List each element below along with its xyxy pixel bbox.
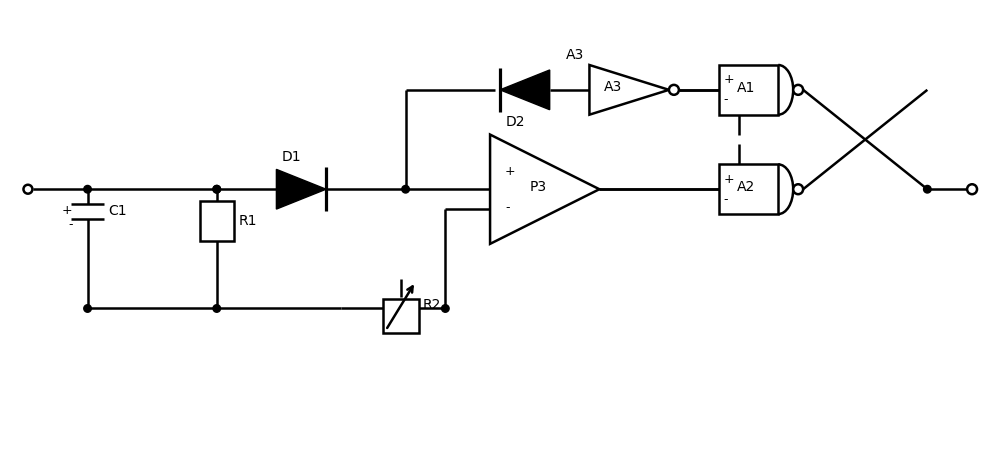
Text: A1: A1	[737, 81, 755, 95]
Text: +: +	[62, 204, 73, 217]
Circle shape	[793, 184, 803, 194]
Polygon shape	[490, 135, 599, 244]
Text: -: -	[724, 93, 728, 106]
Bar	[200, 201, 234, 241]
Text: R1: R1	[239, 214, 257, 228]
Circle shape	[402, 185, 409, 193]
Circle shape	[924, 185, 931, 193]
Circle shape	[213, 305, 221, 312]
Text: A3: A3	[565, 48, 584, 62]
Text: R2: R2	[422, 299, 441, 313]
Bar	[383, 299, 419, 333]
Text: C1: C1	[108, 204, 127, 218]
Text: A2: A2	[737, 180, 755, 194]
Circle shape	[23, 185, 32, 194]
Circle shape	[442, 305, 449, 312]
Circle shape	[213, 185, 221, 193]
Text: +: +	[724, 173, 734, 186]
Circle shape	[84, 185, 91, 193]
Polygon shape	[589, 65, 669, 114]
Text: -: -	[68, 219, 73, 232]
Circle shape	[84, 305, 91, 312]
Text: -: -	[724, 193, 728, 206]
Text: +: +	[724, 73, 734, 86]
FancyBboxPatch shape	[719, 164, 778, 214]
Text: P3: P3	[530, 180, 547, 194]
Circle shape	[213, 185, 221, 193]
Text: D1: D1	[281, 150, 301, 164]
Circle shape	[967, 184, 977, 194]
Text: D2: D2	[505, 114, 525, 129]
Polygon shape	[500, 70, 550, 110]
FancyBboxPatch shape	[719, 65, 778, 114]
Text: A3: A3	[604, 80, 623, 94]
Circle shape	[669, 85, 679, 95]
Circle shape	[793, 85, 803, 95]
Text: -: -	[505, 201, 509, 214]
Polygon shape	[276, 169, 326, 209]
Text: +: +	[505, 165, 516, 178]
